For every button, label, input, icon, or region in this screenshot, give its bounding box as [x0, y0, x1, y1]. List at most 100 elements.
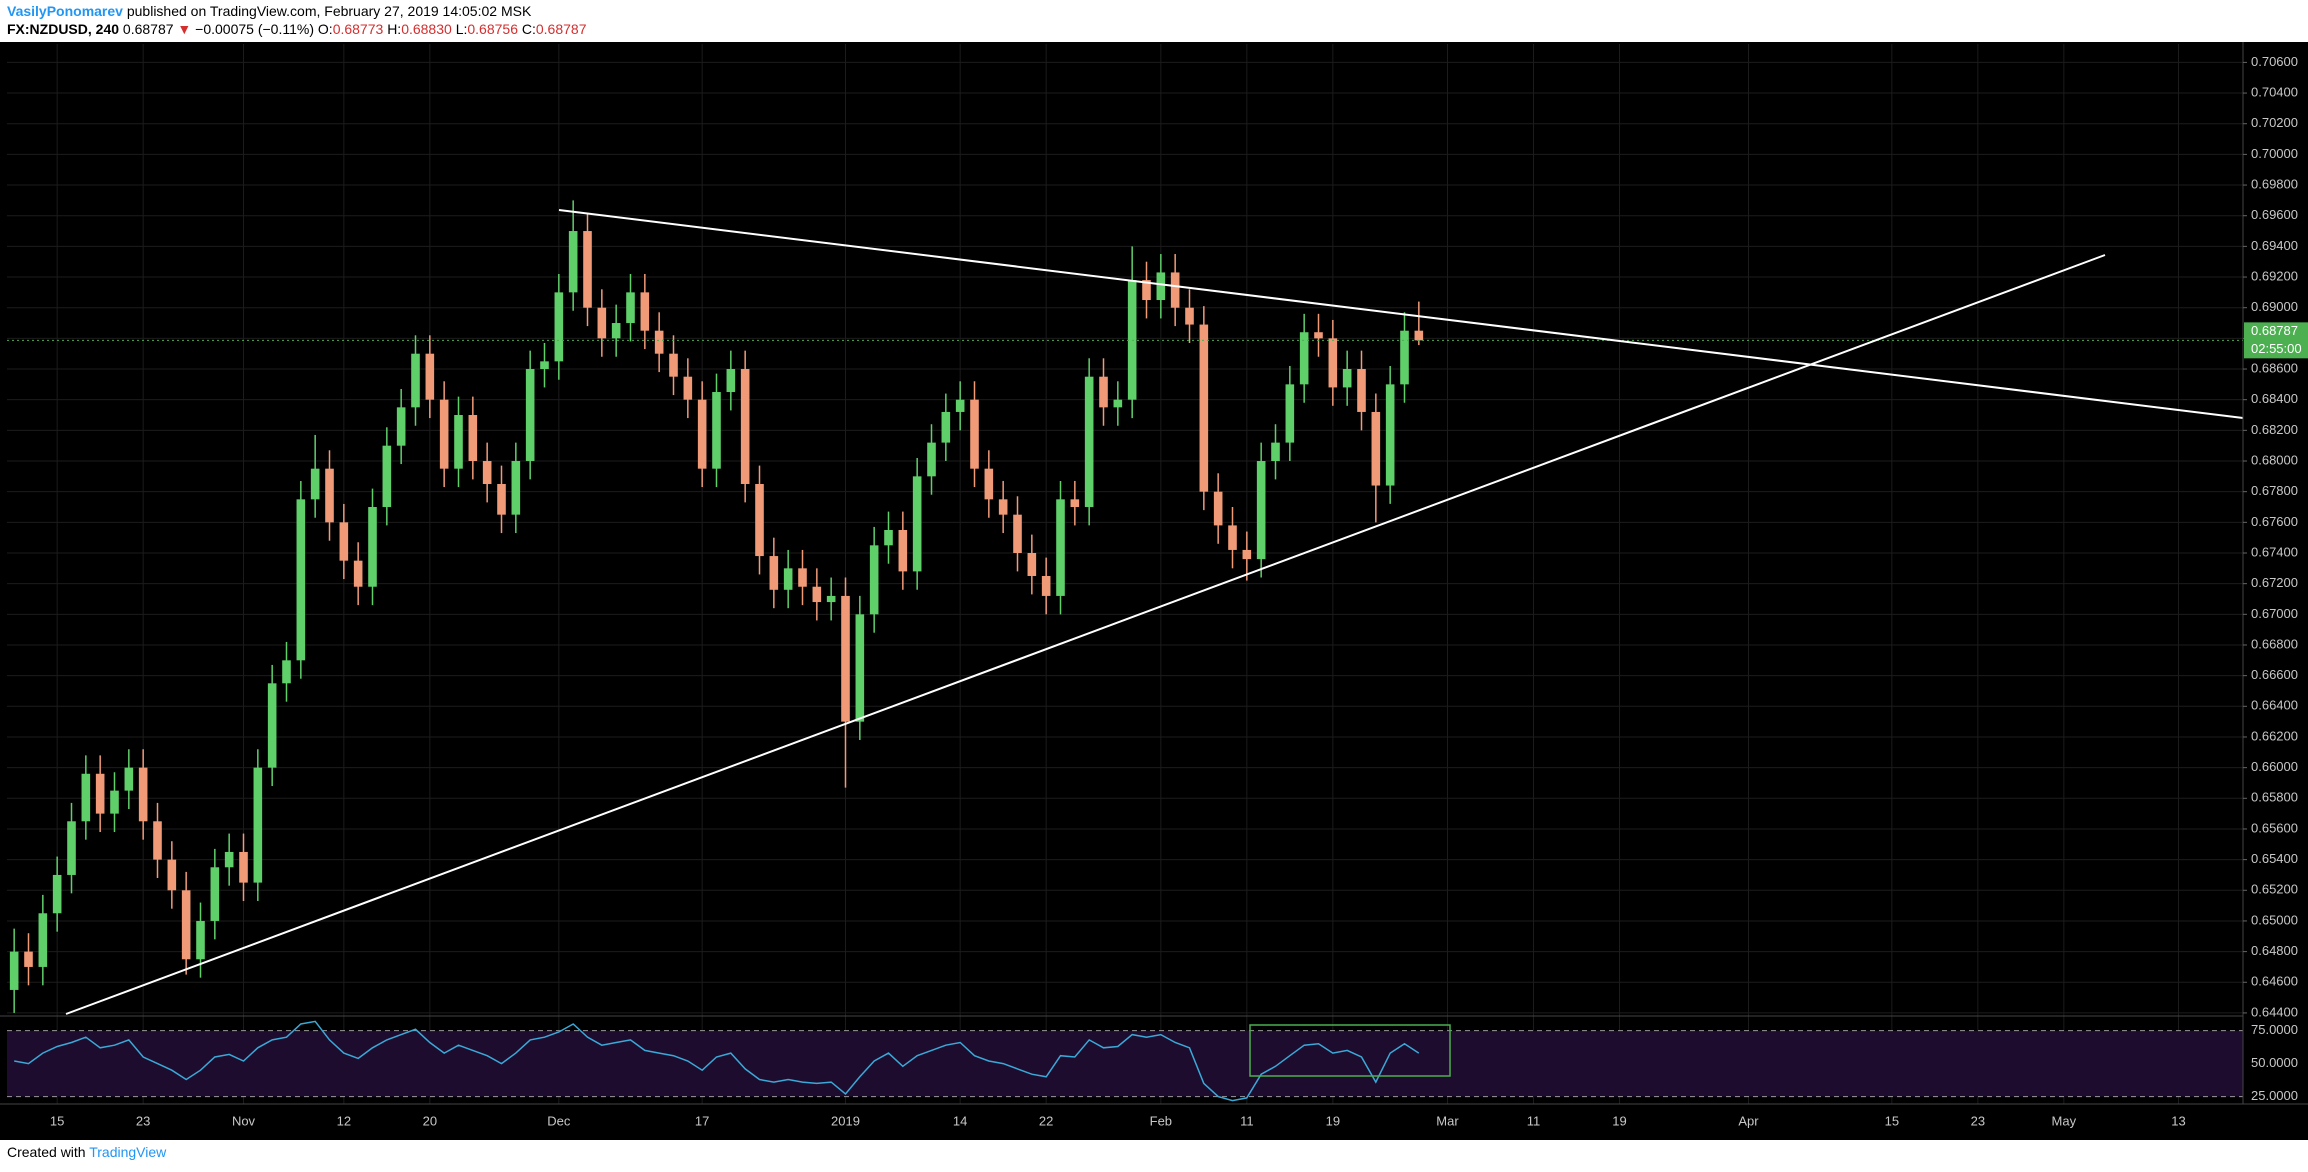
- candle-body: [1228, 525, 1237, 550]
- chart-background: [0, 42, 2308, 1140]
- y-tick-label: 0.67400: [2251, 544, 2298, 559]
- candle-body: [1084, 376, 1094, 508]
- y-tick-label: 0.66400: [2251, 698, 2298, 713]
- candle-body: [884, 530, 893, 546]
- y-tick-label: 0.65200: [2251, 882, 2298, 897]
- candle-body: [196, 920, 205, 960]
- y-tick-label: 0.66800: [2251, 636, 2298, 651]
- last: 0.68787: [122, 21, 174, 37]
- candle-body: [798, 568, 807, 587]
- y-tick-label: 0.66000: [2251, 759, 2298, 774]
- x-tick-label: Feb: [1150, 1113, 1172, 1128]
- candle-body: [626, 292, 635, 324]
- y-tick-label: 0.65800: [2251, 790, 2298, 805]
- drawings: [65, 209, 2244, 1077]
- candle-body: [267, 683, 277, 768]
- x-tick-label: Nov: [232, 1113, 256, 1128]
- candle-body: [912, 476, 922, 572]
- y-tick-label: 0.69400: [2251, 238, 2298, 253]
- candle-body: [611, 323, 621, 339]
- candle-body: [970, 399, 979, 469]
- x-tick-label: Mar: [1436, 1113, 1459, 1128]
- rsi-tick-label: 75.0000: [2251, 1022, 2298, 1037]
- countdown: 02:55:00: [2251, 341, 2302, 356]
- trendline: [65, 254, 2106, 1015]
- x-tick-label: 14: [953, 1113, 967, 1128]
- candle-body: [167, 859, 177, 891]
- candle-body: [296, 499, 306, 661]
- x-tick-label: 22: [1039, 1113, 1053, 1128]
- ohlc-label: C:: [521, 21, 536, 37]
- x-tick-label: 19: [1326, 1113, 1340, 1128]
- y-tick-label: 0.67200: [2251, 575, 2298, 590]
- y-tick-label: 0.69000: [2251, 299, 2298, 314]
- candle-body: [1099, 376, 1108, 408]
- rsi-band: [7, 1030, 2243, 1097]
- y-tick-label: 0.68400: [2251, 391, 2298, 406]
- y-tick-label: 0.66600: [2251, 667, 2298, 682]
- candle-body: [253, 767, 263, 883]
- ohlc-label: O:: [317, 21, 333, 37]
- candle-body: [95, 773, 105, 814]
- candle-body: [1142, 280, 1151, 301]
- y-tick-label: 0.65000: [2251, 912, 2298, 927]
- x-tick-label: 13: [2171, 1113, 2185, 1128]
- candle-body: [497, 484, 506, 515]
- candle-body: [898, 530, 908, 572]
- candle-body: [683, 376, 693, 400]
- header-line-1: VasilyPonomarev published on TradingView…: [7, 3, 531, 19]
- candle-body: [927, 442, 936, 477]
- candle-body: [669, 353, 678, 377]
- ohlc-label: H:: [387, 21, 402, 37]
- y-tick-label: 0.70000: [2251, 146, 2298, 161]
- y-tick-label: 0.67600: [2251, 514, 2298, 529]
- candle-body: [310, 468, 320, 500]
- rsi-line: [14, 1020, 1420, 1102]
- candle-body: [439, 399, 449, 469]
- candle-body: [1013, 514, 1022, 553]
- candle-body: [855, 614, 865, 722]
- footer-brand[interactable]: TradingView: [89, 1144, 167, 1160]
- candle-body: [325, 468, 334, 523]
- last-price-box: [2244, 322, 2308, 359]
- arrow: ▼: [177, 21, 192, 37]
- candle-body: [239, 851, 248, 883]
- rsi-tick-label: 50.0000: [2251, 1055, 2298, 1070]
- x-tick-label: 17: [695, 1113, 709, 1128]
- candle-body: [869, 545, 879, 615]
- y-tick-label: 0.66200: [2251, 728, 2298, 743]
- candle-body: [726, 369, 736, 393]
- candle-body: [568, 231, 578, 293]
- candle-body: [1328, 338, 1338, 388]
- x-tick-label: 11: [1240, 1113, 1254, 1128]
- candle-body: [282, 660, 291, 684]
- y-tick-label: 0.67800: [2251, 483, 2298, 498]
- trendline: [558, 209, 2244, 419]
- author[interactable]: VasilyPonomarev: [7, 3, 123, 19]
- candle-body: [1371, 411, 1381, 486]
- candle-body: [1242, 549, 1252, 560]
- candle-body: [812, 586, 822, 603]
- candle-body: [110, 790, 119, 814]
- candle-body: [1199, 324, 1209, 492]
- candle-body: [1070, 499, 1080, 508]
- candle-body: [1342, 369, 1352, 388]
- y-tick-label: 0.69600: [2251, 207, 2298, 222]
- x-tick-label: 20: [423, 1113, 437, 1128]
- candle-body: [769, 556, 779, 590]
- highlight-box: [1249, 1024, 1451, 1077]
- candle-body: [1400, 330, 1409, 385]
- candle-body: [153, 821, 162, 860]
- candle-body: [9, 951, 19, 990]
- candle-body: [583, 231, 592, 308]
- y-tick-label: 0.69800: [2251, 176, 2298, 191]
- candle-body: [1357, 369, 1366, 412]
- candle-body: [1027, 552, 1037, 576]
- candle-body: [1113, 399, 1123, 408]
- candle-body: [1299, 332, 1309, 385]
- y-tick-label: 0.70400: [2251, 84, 2298, 99]
- candle-body: [411, 353, 420, 408]
- footer: Created with TradingView: [7, 1144, 166, 1160]
- candle-body: [181, 890, 191, 960]
